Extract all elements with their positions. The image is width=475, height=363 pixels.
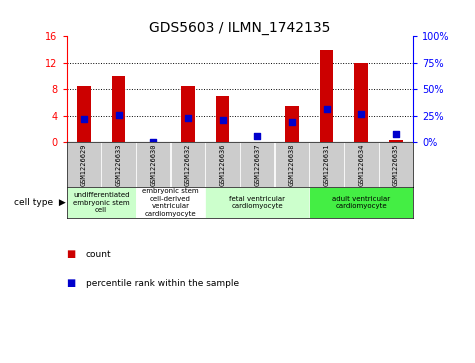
Bar bbox=[171, 142, 205, 187]
Bar bbox=[136, 187, 205, 218]
Bar bbox=[240, 142, 275, 187]
Text: GSM1226633: GSM1226633 bbox=[115, 144, 122, 186]
Text: ■: ■ bbox=[66, 278, 76, 288]
Text: GSM1226635: GSM1226635 bbox=[393, 144, 399, 186]
Point bbox=[392, 131, 400, 137]
Point bbox=[115, 112, 123, 118]
Bar bbox=[309, 187, 413, 218]
Bar bbox=[275, 142, 309, 187]
Text: count: count bbox=[86, 250, 111, 258]
Bar bbox=[320, 50, 333, 142]
Text: GSM1226637: GSM1226637 bbox=[254, 144, 260, 186]
Text: percentile rank within the sample: percentile rank within the sample bbox=[86, 279, 238, 287]
Point bbox=[288, 119, 295, 125]
Text: undifferentiated
embryonic stem
cell: undifferentiated embryonic stem cell bbox=[73, 192, 130, 213]
Text: GSM1226629: GSM1226629 bbox=[81, 144, 87, 186]
Bar bbox=[354, 63, 368, 142]
Bar bbox=[77, 86, 91, 142]
Text: GSM1226636: GSM1226636 bbox=[219, 144, 226, 186]
Text: ■: ■ bbox=[66, 249, 76, 259]
Bar bbox=[205, 142, 240, 187]
Bar bbox=[216, 96, 229, 142]
Point bbox=[254, 133, 261, 139]
Bar bbox=[309, 142, 344, 187]
Text: embryonic stem
cell-derived
ventricular
cardiomyocyte: embryonic stem cell-derived ventricular … bbox=[142, 188, 199, 217]
Point bbox=[218, 117, 227, 123]
Point bbox=[358, 111, 365, 117]
Bar bbox=[101, 142, 136, 187]
Bar bbox=[379, 142, 413, 187]
Bar bbox=[389, 140, 403, 142]
Text: GSM1226630: GSM1226630 bbox=[150, 144, 156, 186]
Point bbox=[80, 116, 88, 122]
Bar bbox=[66, 187, 136, 218]
Bar bbox=[205, 187, 309, 218]
Text: GSM1226634: GSM1226634 bbox=[358, 144, 364, 186]
Text: GSM1226632: GSM1226632 bbox=[185, 144, 191, 186]
Bar bbox=[136, 142, 171, 187]
Point bbox=[323, 107, 331, 113]
Bar bbox=[181, 86, 195, 142]
Title: GDS5603 / ILMN_1742135: GDS5603 / ILMN_1742135 bbox=[149, 21, 331, 35]
Text: GSM1226631: GSM1226631 bbox=[323, 144, 330, 186]
Text: adult ventricular
cardiomyocyte: adult ventricular cardiomyocyte bbox=[332, 196, 390, 209]
Text: fetal ventricular
cardiomyocyte: fetal ventricular cardiomyocyte bbox=[229, 196, 285, 209]
Text: cell type  ▶: cell type ▶ bbox=[14, 198, 66, 207]
Point bbox=[184, 115, 192, 121]
Point bbox=[149, 139, 157, 145]
Bar bbox=[285, 106, 299, 142]
Bar bbox=[344, 142, 379, 187]
Bar bbox=[66, 142, 101, 187]
Bar bbox=[112, 76, 125, 142]
Text: GSM1226638: GSM1226638 bbox=[289, 144, 295, 186]
